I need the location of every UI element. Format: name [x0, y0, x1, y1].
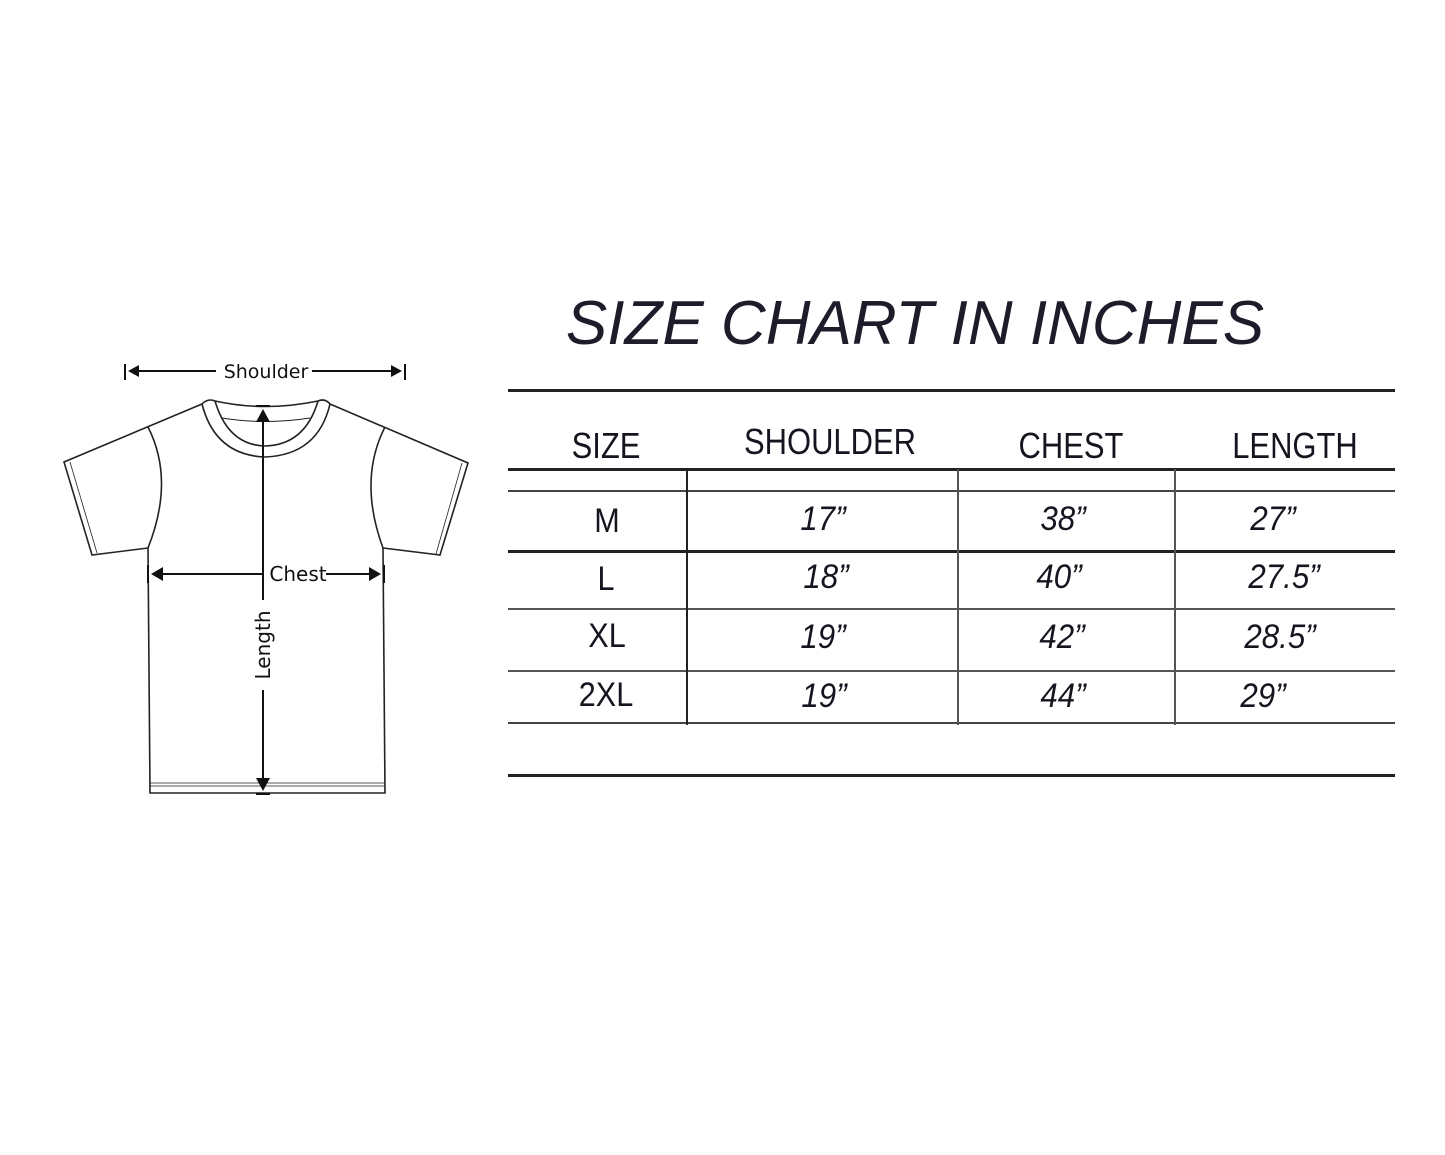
length-cell: 29” [1240, 677, 1286, 715]
size-cell: XL [588, 617, 626, 655]
tshirt-diagram: Shoulder Chest Length [63, 361, 469, 795]
size-cell: M [594, 502, 620, 540]
chart-title: SIZE CHART IN INCHES [565, 289, 1265, 358]
length-cell: 27” [1250, 500, 1296, 538]
length-label: Length [251, 611, 275, 680]
shoulder-label: Shoulder [224, 361, 309, 383]
size-cell: L [597, 560, 615, 598]
shoulder-cell: 19” [801, 677, 847, 715]
chest-cell: 38” [1040, 500, 1086, 538]
length-measure-arrow [256, 405, 270, 795]
shoulder-cell: 19” [800, 618, 846, 656]
chest-cell: 40” [1036, 558, 1082, 596]
tshirt-outline [63, 399, 469, 794]
shoulder-cell: 18” [803, 558, 849, 596]
table-divider [508, 389, 1395, 392]
shoulder-cell: 17” [800, 500, 846, 538]
column-divider [686, 469, 688, 725]
length-cell: 27.5” [1248, 558, 1320, 596]
chest-measure-arrow [147, 565, 385, 583]
size-cell: 2XL [578, 676, 634, 714]
table-divider [508, 722, 1395, 724]
table-divider [508, 670, 1395, 672]
chest-label: Chest [269, 562, 326, 586]
table-divider [508, 468, 1395, 471]
header-chest: CHEST [1018, 425, 1124, 466]
length-cell: 28.5” [1244, 618, 1316, 656]
table-divider [508, 550, 1395, 553]
header-size: SIZE [571, 425, 641, 466]
table-divider [508, 608, 1395, 610]
table-divider [508, 774, 1395, 777]
column-divider [1174, 469, 1176, 725]
header-shoulder: SHOULDER [743, 421, 917, 462]
column-divider [957, 469, 959, 725]
chest-cell: 44” [1040, 677, 1086, 715]
header-length: LENGTH [1232, 425, 1358, 466]
table-divider [508, 490, 1395, 492]
shoulder-measure-arrow [124, 364, 406, 380]
chest-cell: 42” [1039, 618, 1085, 656]
